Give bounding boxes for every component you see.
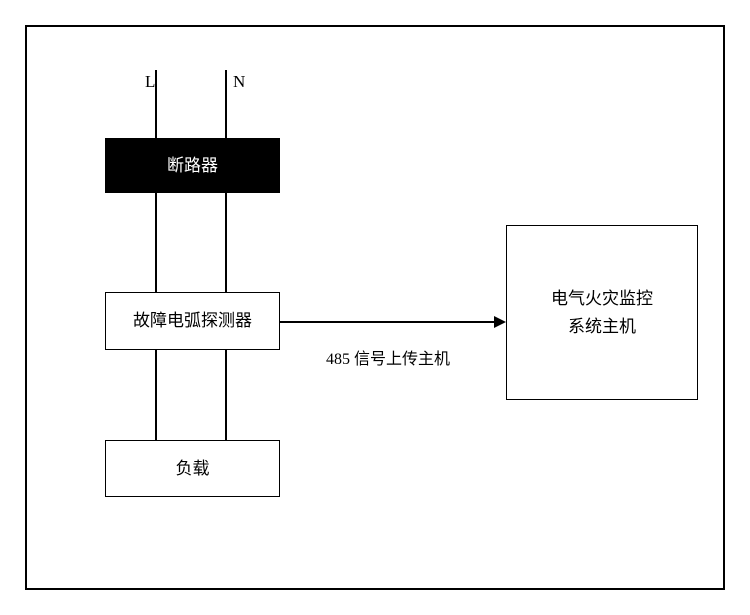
node-load: 负载 [105, 440, 280, 497]
wire-L [155, 70, 157, 497]
node-load-label: 负载 [176, 455, 210, 482]
edge-detector-host-label: 485 信号上传主机 [326, 345, 450, 369]
edge-detector-host [280, 321, 496, 323]
node-detector-label: 故障电弧探测器 [133, 307, 252, 334]
node-host: 电气火灾监控 系统主机 [506, 225, 698, 400]
node-breaker-label: 断路器 [167, 152, 218, 179]
wire-L-label: L [145, 72, 155, 92]
node-host-label: 电气火灾监控 系统主机 [551, 285, 653, 339]
wire-N-label: N [233, 72, 245, 92]
node-detector: 故障电弧探测器 [105, 292, 280, 350]
node-breaker: 断路器 [105, 138, 280, 193]
edge-detector-host-arrow [494, 316, 506, 328]
wire-N [225, 70, 227, 497]
